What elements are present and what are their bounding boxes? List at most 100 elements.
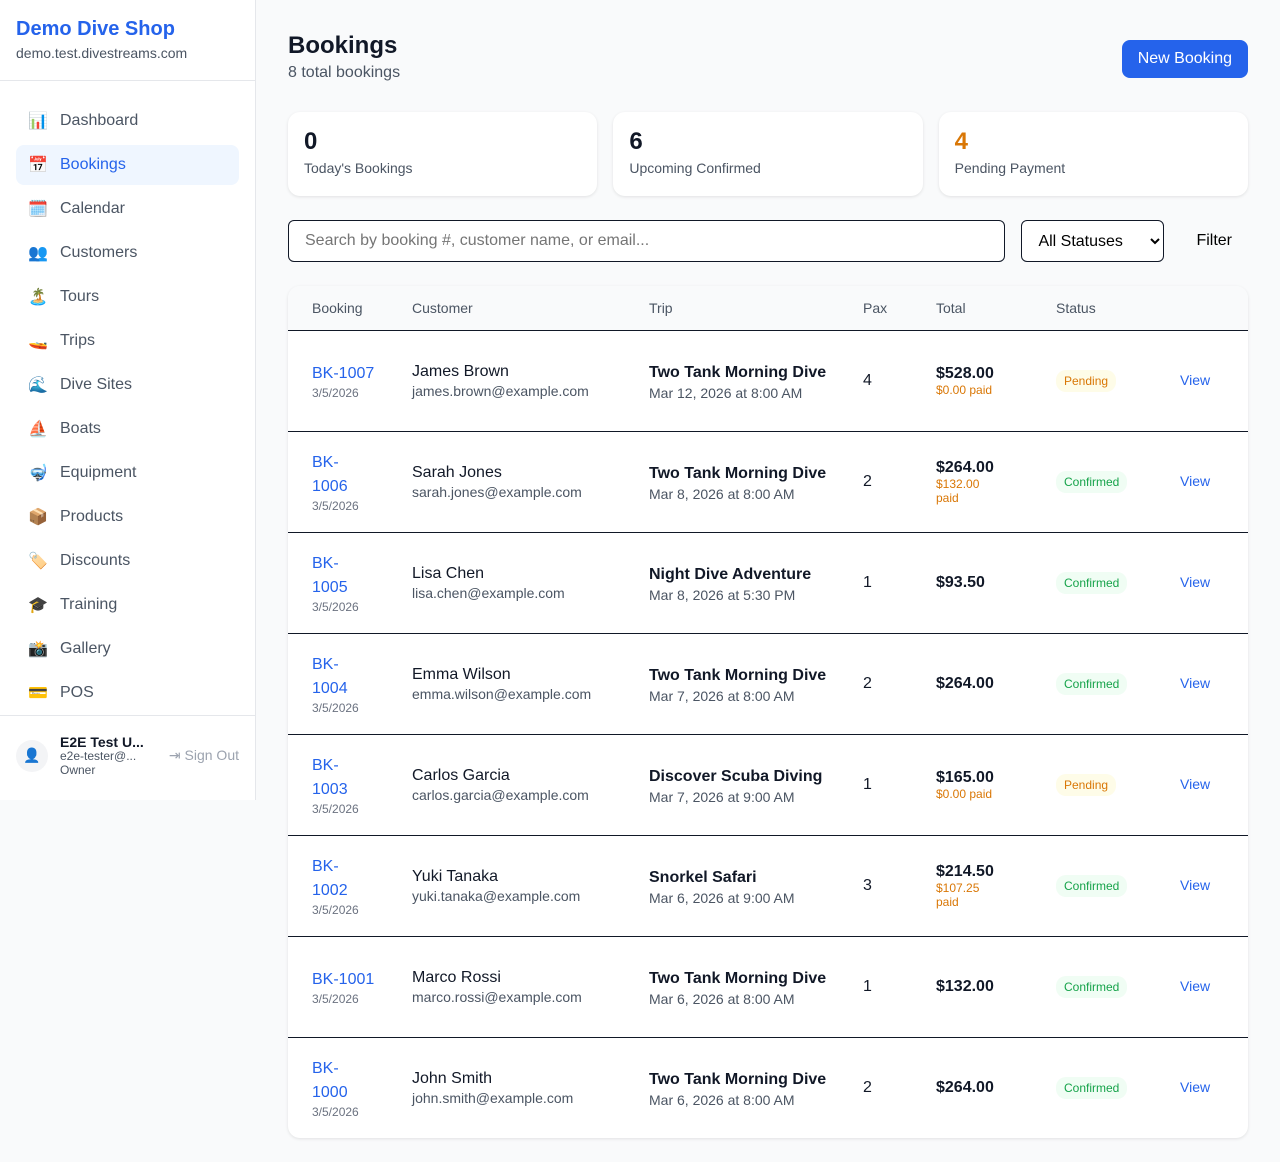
booking-link[interactable]: BK-1004 [312, 655, 348, 697]
customer-name: John Smith [412, 1069, 493, 1087]
shop-name[interactable]: Demo Dive Shop [16, 18, 175, 40]
sign-out-icon: ⇥ [168, 747, 185, 764]
user-avatar-icon: 👤 [16, 739, 48, 772]
booking-link[interactable]: BK-1000 [312, 1059, 348, 1101]
booking-link[interactable]: BK-1007 [312, 364, 375, 382]
booking-date: 3/5/2026 [312, 700, 359, 715]
customer-email: john.smith@example.com [412, 1089, 574, 1106]
trip-name: Discover Scuba Diving [649, 767, 823, 785]
status-select[interactable]: All Statuses [1021, 220, 1165, 262]
equipment-icon: 🤿 [28, 465, 48, 482]
total-amount: $264.00 [936, 458, 994, 476]
sidebar-item-discounts[interactable]: 🏷️ Discounts [16, 541, 239, 581]
view-link[interactable]: View [1180, 1078, 1211, 1095]
sign-out-label: Sign Out [184, 747, 239, 764]
user-name: E2E Test U... [60, 734, 144, 750]
total-amount: $132.00 [936, 977, 994, 995]
stat-value: 0 [304, 128, 318, 155]
pos-icon: 💳 [28, 685, 48, 702]
sidebar-item-training[interactable]: 🎓 Training [16, 585, 239, 625]
sidebar-item-customers[interactable]: 👥 Customers [16, 233, 239, 273]
shop-domain: demo.test.divestreams.com [16, 45, 188, 61]
dashboard-icon: 📊 [28, 113, 48, 130]
status-badge: Pending [1056, 369, 1117, 392]
trip-name: Night Dive Adventure [649, 565, 812, 583]
trip-datetime: Mar 6, 2026 at 8:00 AM [649, 990, 795, 1007]
stat-label: Today's Bookings [304, 160, 413, 176]
pax-count: 2 [863, 1078, 872, 1096]
search-input[interactable] [288, 220, 1006, 262]
trip-datetime: Mar 7, 2026 at 9:00 AM [649, 788, 795, 805]
paid-amount: $132.00 paid [936, 476, 980, 505]
sidebar-item-trips[interactable]: 🚤 Trips [16, 321, 239, 361]
sidebar-item-pos[interactable]: 💳 POS [16, 673, 239, 713]
customer-name: Marco Rossi [412, 968, 501, 986]
sidebar-item-label: Gallery [60, 640, 111, 657]
table-row: BK-1007 3/5/2026 James Brown james.brown@e… [288, 330, 1248, 432]
table-row: BK-1002 3/5/2026 Yuki Tanaka yuki.tanaka@e… [288, 835, 1248, 937]
sidebar-item-label: Trips [60, 332, 95, 349]
stat-value: 4 [954, 128, 969, 155]
user-role: Owner [60, 762, 96, 777]
sidebar-item-tours[interactable]: 🏝️ Tours [16, 277, 239, 317]
sidebar-item-equipment[interactable]: 🤿 Equipment [16, 453, 239, 493]
trip-name: Two Tank Morning Dive [649, 969, 827, 987]
pax-count: 1 [851, 734, 924, 836]
booking-link[interactable]: BK-1002 [312, 857, 348, 899]
new-booking-button[interactable]: New Booking [1121, 40, 1248, 78]
booking-link[interactable]: BK-1001 [312, 970, 375, 988]
pax-count: 3 [851, 835, 924, 937]
stat-card: 0 Today's Bookings [288, 112, 598, 196]
customer-email: emma.wilson@example.com [412, 685, 592, 702]
sidebar-item-calendar[interactable]: 🗓️ Calendar [16, 189, 239, 229]
sidebar-item-label: POS [60, 684, 94, 701]
view-link[interactable]: View [1180, 573, 1211, 590]
pax-count: 2 [851, 633, 924, 735]
customer-name: Lisa Chen [412, 564, 485, 582]
view-link[interactable]: View [1180, 977, 1211, 994]
sidebar-item-boats[interactable]: ⛵ Boats [16, 409, 239, 449]
pax-count: 1 [851, 532, 924, 634]
trip-datetime: Mar 6, 2026 at 8:00 AM [649, 1091, 795, 1108]
trip-name: Two Tank Morning Dive [649, 666, 827, 684]
sidebar-item-products[interactable]: 📦 Products [16, 497, 239, 537]
status-badge: Confirmed [1056, 975, 1128, 998]
sidebar-item-label: Tours [60, 288, 100, 305]
sidebar-item-label: Training [60, 596, 118, 613]
sidebar-item-bookings[interactable]: 📅 Bookings [16, 145, 239, 185]
view-link[interactable]: View [1180, 371, 1211, 388]
view-link[interactable]: View [1180, 876, 1211, 893]
sidebar-item-dive-sites[interactable]: 🌊 Dive Sites [16, 365, 239, 405]
sidebar: Demo Dive Shop demo.test.divestreams.com… [0, 0, 256, 800]
view-link[interactable]: View [1180, 472, 1211, 489]
sidebar-item-label: Boats [60, 420, 101, 437]
sidebar-item-gallery[interactable]: 📸 Gallery [16, 629, 239, 669]
view-link[interactable]: View [1180, 674, 1211, 691]
table-row: BK-1005 3/5/2026 Lisa Chen lisa.chen@examp… [288, 532, 1248, 634]
booking-link[interactable]: BK-1003 [312, 756, 348, 798]
booking-link[interactable]: BK-1006 [312, 453, 348, 495]
total-amount: $165.00 [936, 768, 994, 786]
stat-card: 4 Pending Payment [938, 112, 1248, 196]
stat-card: 6 Upcoming Confirmed [613, 112, 923, 196]
trip-name: Two Tank Morning Dive [649, 464, 827, 482]
sidebar-item-dashboard[interactable]: 📊 Dashboard [16, 101, 239, 141]
view-link[interactable]: View [1180, 775, 1211, 792]
table-row: BK-1000 3/5/2026 John Smith john.smith@exa… [288, 1037, 1248, 1138]
booking-link[interactable]: BK-1005 [312, 554, 348, 596]
table-row: BK-1003 3/5/2026 Carlos Garcia carlos.garc… [288, 734, 1248, 836]
status-badge: Pending [1056, 773, 1117, 796]
sign-out-button[interactable]: ⇥ Sign Out [169, 747, 239, 764]
sidebar-item-label: Dashboard [60, 112, 139, 129]
tours-icon: 🏝️ [28, 289, 48, 306]
customer-email: james.brown@example.com [412, 382, 589, 399]
total-amount: $528.00 [936, 364, 994, 382]
sidebar-item-label: Equipment [60, 464, 137, 481]
stats-row: 0 Today's Bookings 6 Upcoming Confirmed 4 Pen… [288, 112, 1248, 196]
column-header [1168, 286, 1248, 331]
sidebar-item-label: Customers [60, 244, 138, 261]
sidebar-item-label: Bookings [60, 156, 126, 173]
customer-name: Yuki Tanaka [412, 867, 498, 885]
filter-button[interactable]: Filter [1180, 232, 1248, 250]
column-header: Customer [400, 286, 637, 331]
